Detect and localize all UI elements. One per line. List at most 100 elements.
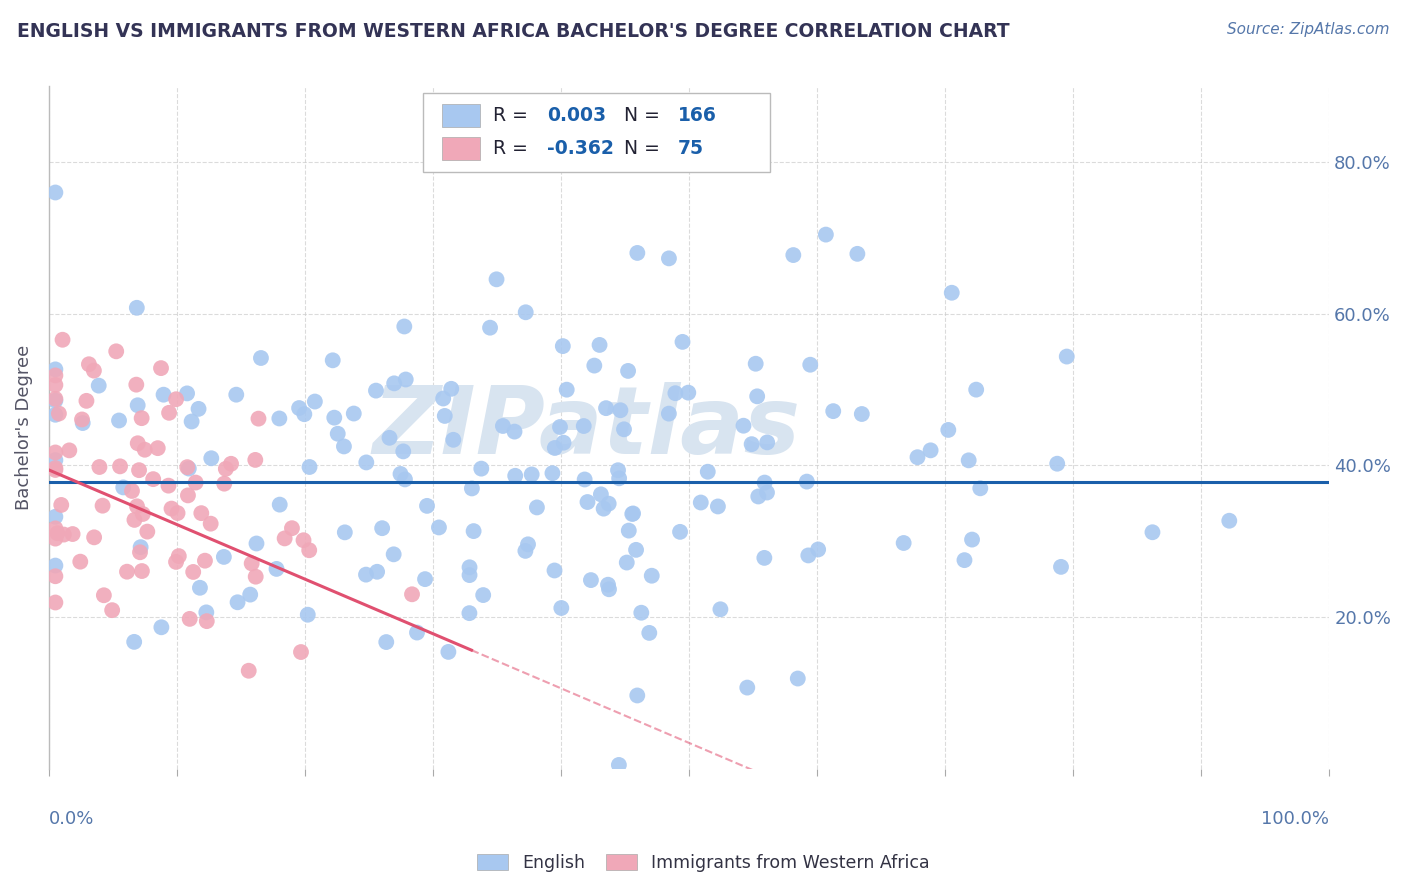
Point: [375, 635, 398, 649]
Point: [83, 363, 105, 377]
Point: [48, 407, 70, 421]
Point: [406, 625, 429, 640]
Point: [165, 555, 187, 569]
Point: [846, 247, 869, 261]
Point: [671, 334, 693, 349]
Point: [93, 588, 115, 602]
Point: [112, 480, 135, 494]
Point: [240, 557, 263, 571]
Point: [44, 463, 66, 477]
Point: [807, 542, 830, 557]
Point: [613, 422, 636, 436]
Point: [238, 664, 260, 678]
Text: N =: N =: [624, 106, 659, 125]
Point: [969, 481, 991, 495]
Point: [333, 439, 356, 453]
Point: [733, 418, 755, 433]
Point: [134, 442, 156, 457]
Point: [470, 461, 492, 475]
Point: [626, 689, 648, 703]
Point: [551, 339, 574, 353]
Text: 166: 166: [678, 106, 717, 125]
Point: [607, 471, 630, 485]
Point: [160, 501, 183, 516]
Point: [541, 466, 564, 480]
Point: [416, 499, 439, 513]
Point: [616, 556, 638, 570]
Point: [44, 392, 66, 406]
Point: [669, 524, 692, 539]
Point: [437, 645, 460, 659]
Point: [89, 460, 111, 475]
Point: [200, 451, 222, 466]
Point: [641, 568, 664, 582]
Point: [799, 358, 821, 372]
Point: [179, 612, 201, 626]
Point: [247, 411, 270, 425]
Point: [515, 305, 537, 319]
Point: [598, 497, 620, 511]
Point: [288, 401, 311, 415]
Point: [292, 407, 315, 421]
Point: [678, 385, 700, 400]
Point: [741, 437, 763, 451]
Point: [395, 372, 418, 386]
Point: [281, 521, 304, 535]
Point: [630, 606, 652, 620]
Point: [607, 463, 630, 477]
Point: [245, 570, 267, 584]
Point: [960, 533, 983, 547]
Point: [323, 410, 346, 425]
Point: [696, 465, 718, 479]
Point: [215, 462, 238, 476]
Point: [851, 407, 873, 421]
Point: [624, 542, 647, 557]
Point: [941, 285, 963, 300]
Point: [44, 453, 66, 467]
Point: [219, 457, 242, 471]
Point: [181, 565, 204, 579]
Point: [298, 543, 321, 558]
Point: [907, 450, 929, 465]
Point: [292, 533, 315, 548]
Point: [44, 368, 66, 383]
Point: [596, 578, 619, 592]
Point: [392, 444, 415, 458]
Point: [965, 383, 987, 397]
Point: [195, 614, 218, 628]
Point: [108, 459, 131, 474]
Point: [44, 532, 66, 546]
Point: [754, 550, 776, 565]
Point: [122, 635, 145, 649]
Point: [433, 409, 456, 423]
Point: [689, 495, 711, 509]
Point: [51, 498, 73, 512]
Text: Source: ZipAtlas.com: Source: ZipAtlas.com: [1226, 22, 1389, 37]
Point: [550, 601, 572, 615]
FancyBboxPatch shape: [441, 137, 481, 161]
Point: [472, 588, 495, 602]
Point: [44, 558, 66, 573]
Point: [664, 386, 686, 401]
Point: [176, 460, 198, 475]
Point: [356, 455, 378, 469]
Point: [957, 453, 980, 467]
Point: [576, 495, 599, 509]
Point: [297, 607, 319, 622]
Point: [187, 401, 209, 416]
Point: [371, 521, 394, 535]
Point: [364, 384, 387, 398]
Point: [526, 500, 548, 515]
Point: [394, 472, 416, 486]
Point: [936, 423, 959, 437]
Point: [574, 473, 596, 487]
Point: [127, 436, 149, 450]
Point: [626, 246, 648, 260]
Point: [461, 482, 484, 496]
Y-axis label: Bachelor's Degree: Bachelor's Degree: [15, 345, 32, 510]
Text: 75: 75: [678, 139, 703, 158]
Point: [735, 681, 758, 695]
Point: [492, 419, 515, 434]
Text: ENGLISH VS IMMIGRANTS FROM WESTERN AFRICA BACHELOR'S DEGREE CORRELATION CHART: ENGLISH VS IMMIGRANTS FROM WESTERN AFRIC…: [17, 22, 1010, 41]
Point: [250, 351, 273, 365]
